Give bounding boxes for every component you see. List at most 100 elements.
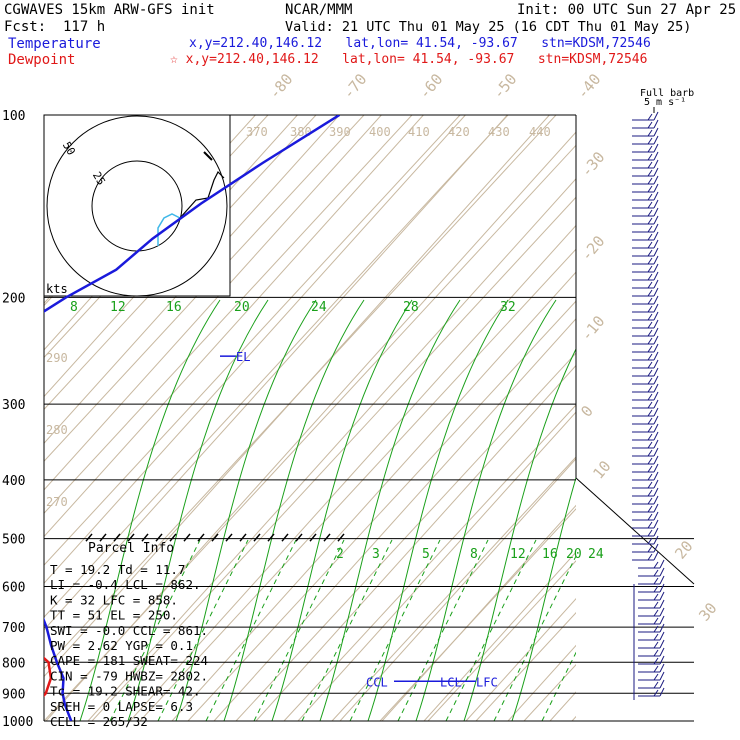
wind-barb-flag	[647, 265, 653, 273]
dry-adiabat-line	[427, 560, 576, 721]
wind-barb-flag	[659, 575, 665, 585]
hodograph-ring-label: 50	[60, 140, 78, 158]
parcel-info-title: Parcel Info	[88, 541, 174, 556]
wind-barb-flag	[647, 465, 653, 473]
wind-barb-flag	[653, 303, 659, 313]
mixing-ratio-label: 12	[510, 547, 526, 562]
wind-barb-flag	[653, 159, 659, 169]
wind-barb-flag	[653, 199, 659, 209]
mixing-ratio-label: 20	[234, 300, 250, 315]
valid-time: Valid: 21 UTC Thu 01 May 25 (16 CDT Thu …	[285, 19, 692, 35]
parcel-info-row: CELL = 265/32	[50, 714, 148, 729]
wind-barb-flag	[653, 375, 659, 385]
wind-barb-flag	[653, 527, 659, 537]
dry-adiabat-line	[331, 456, 576, 721]
mixing-ratio-label: 28	[403, 300, 419, 315]
dry-adiabat-line	[571, 715, 576, 721]
wind-barb-flag	[659, 655, 665, 665]
isotherm-label: -80	[265, 70, 296, 102]
wind-barb-flag	[653, 191, 659, 201]
wind-barb-flag	[653, 617, 659, 625]
wind-barb-flag	[647, 249, 653, 257]
mixing-ratio-line	[205, 539, 297, 721]
mixing-ratio-line	[253, 539, 345, 721]
mixing-ratio-line	[493, 554, 576, 721]
inversion-hatch	[239, 533, 247, 542]
pressure-tick-label: 200	[2, 291, 25, 306]
inversion-hatch	[141, 533, 149, 542]
isotherm-label: -10	[577, 312, 608, 344]
inversion-hatch	[225, 533, 233, 542]
inversion-hatch	[309, 533, 317, 542]
wind-barb-flag	[653, 383, 659, 393]
wind-barb-flag	[659, 671, 665, 681]
mixing-ratio-label: 20	[566, 547, 582, 562]
wind-barb-flag	[647, 177, 653, 185]
wind-barb-flag	[653, 511, 659, 521]
wind-barb-flag	[647, 489, 653, 497]
series-layer: EL CCL LCL LFC	[44, 115, 498, 721]
wind-barb-flag	[647, 305, 653, 313]
wind-barb-flag	[653, 681, 659, 689]
mixing-ratio-line	[157, 539, 249, 721]
dewpoint-legend-label: Dewpoint	[8, 52, 76, 68]
wind-barb-flag	[647, 481, 653, 489]
dry-adiabat-line	[475, 612, 576, 721]
wind-barb-flag	[647, 377, 653, 385]
parcel-info-row: CIN = -79 HWBZ= 2802.	[50, 668, 208, 683]
isotherm-line	[44, 115, 550, 678]
wind-barb-flag	[653, 447, 659, 457]
wind-barb-flag	[653, 295, 659, 305]
parcel-info-row: T = 19.2 Td = 11.7	[50, 562, 185, 577]
wind-barb-flag	[653, 577, 659, 585]
inversion-hatch	[127, 533, 135, 542]
lfc-label: LFC	[476, 675, 498, 689]
parcel-info-row: LI = -0.4 LCL = 862.	[50, 577, 201, 592]
wind-barb-flag	[653, 657, 659, 665]
wind-barb-flag	[647, 169, 653, 177]
wind-barb-flag	[653, 689, 659, 697]
wind-barb-flag	[659, 647, 665, 657]
wind-barb-flag	[647, 225, 653, 233]
dry-adiabat-line	[139, 248, 576, 721]
wind-barb-flag	[647, 425, 653, 433]
wind-barb-flag	[659, 639, 665, 649]
parcel-info-row: SWI = -0.0 CCL = 861.	[50, 623, 208, 638]
inversion-hatch	[113, 533, 121, 542]
isotherm-line	[87, 178, 576, 721]
wind-barb-flag	[653, 569, 659, 577]
wind-barb-flag	[647, 457, 653, 465]
dry-adiabat-line	[44, 115, 557, 670]
inversion-hatch	[183, 533, 191, 542]
wind-barb-flag	[653, 231, 659, 241]
pressure-tick-label: 900	[2, 687, 25, 702]
wind-barb-flag	[647, 137, 653, 145]
wind-barb-flag	[647, 217, 653, 225]
wind-barb-flag	[647, 393, 653, 401]
wind-barb-flag	[653, 423, 659, 433]
mixing-ratio-label: 16	[542, 547, 558, 562]
wind-barb-flag	[647, 289, 653, 297]
wind-barb-flag	[647, 297, 653, 305]
wind-barb-flag	[659, 607, 665, 617]
wind-barb-flag	[653, 263, 659, 273]
wind-barb-flag	[647, 185, 653, 193]
init-time: Init: 00 UTC Sun 27 Apr 25	[517, 2, 737, 18]
wind-barb-flag	[659, 687, 665, 697]
wind-barb-flag	[653, 215, 659, 225]
theta-label: 440	[529, 125, 551, 139]
wind-barb-flag	[647, 361, 653, 369]
dry-adiabat-line	[620, 115, 740, 721]
wind-barb-flag	[647, 153, 653, 161]
pressure-tick-label: 100	[2, 109, 25, 124]
moist-adiabat-line	[223, 299, 365, 721]
isotherm-label: -40	[573, 70, 604, 102]
dry-adiabat-line	[44, 115, 365, 463]
wind-barb-flag	[659, 567, 665, 577]
wind-barb-flag	[659, 559, 665, 569]
dry-adiabat-line	[91, 196, 576, 721]
wind-barb-flag	[647, 193, 653, 201]
pressure-tick-label: 1000	[2, 715, 33, 730]
parcel-info-row: TT = 51 EL = 250.	[50, 608, 178, 623]
wind-barb-flag	[647, 385, 653, 393]
